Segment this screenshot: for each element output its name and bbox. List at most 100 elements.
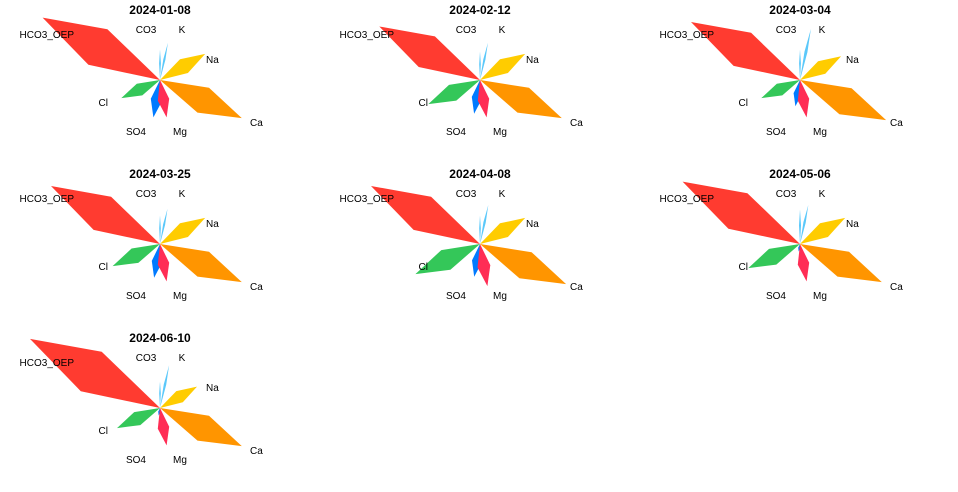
petal-Ca: [160, 80, 242, 119]
axis-label-HCO3_OEP: HCO3_OEP: [660, 194, 715, 205]
axis-label-HCO3_OEP: HCO3_OEP: [20, 358, 75, 369]
axis-label-Mg: Mg: [493, 127, 507, 138]
petal-K: [800, 28, 811, 80]
chart-title: 2024-03-04: [769, 3, 831, 17]
petal-Cl: [748, 244, 800, 269]
petal-Mg: [477, 80, 490, 118]
petal-Cl: [415, 244, 480, 275]
petal-Na: [480, 53, 526, 80]
axis-label-Ca: Ca: [250, 282, 263, 293]
axis-label-K: K: [179, 353, 186, 364]
petal-CO3: [479, 51, 481, 80]
axis-label-Ca: Ca: [570, 282, 583, 293]
axis-label-SO4: SO4: [446, 127, 466, 138]
chart-title: 2024-05-06: [769, 167, 831, 181]
axis-label-HCO3_OEP: HCO3_OEP: [660, 30, 715, 41]
petal-Cl: [117, 408, 160, 429]
axis-label-SO4: SO4: [126, 291, 146, 302]
petal-Na: [800, 56, 842, 80]
axis-label-SO4: SO4: [766, 291, 786, 302]
petal-Mg: [797, 244, 810, 282]
axis-label-CO3: CO3: [136, 353, 157, 364]
axis-label-Cl: Cl: [99, 426, 108, 437]
star-chart-2024-05-06: 2024-05-06 HCO3_OEP CO3 K Na Ca Mg SO4 Cl: [660, 167, 904, 302]
axis-label-HCO3_OEP: HCO3_OEP: [340, 194, 395, 205]
petal-CO3: [159, 215, 161, 244]
petal-CO3: [799, 49, 801, 80]
axis-label-K: K: [819, 25, 826, 36]
petal-Cl: [112, 244, 160, 267]
petal-Mg: [477, 244, 491, 287]
petal-K: [160, 208, 168, 244]
axis-label-K: K: [499, 189, 506, 200]
petal-Ca: [800, 80, 887, 121]
petal-Cl: [761, 80, 800, 99]
star-chart-2024-03-25: 2024-03-25 HCO3_OEP CO3 K Na Ca Mg SO4 Cl: [20, 167, 264, 302]
petal-K: [160, 365, 170, 408]
petal-HCO3_OEP: [42, 17, 160, 81]
petal-HCO3_OEP: [371, 186, 480, 244]
axis-label-Ca: Ca: [890, 282, 903, 293]
axis-label-HCO3_OEP: HCO3_OEP: [20, 194, 75, 205]
axis-label-SO4: SO4: [446, 291, 466, 302]
axis-label-Na: Na: [846, 219, 859, 230]
axis-label-CO3: CO3: [456, 189, 477, 200]
chart-title: 2024-04-08: [449, 167, 511, 181]
chart-title: 2024-06-10: [129, 331, 191, 345]
axis-label-Na: Na: [526, 55, 539, 66]
axis-label-Ca: Ca: [890, 118, 903, 129]
petal-Na: [160, 53, 206, 80]
petal-Cl: [121, 80, 160, 99]
axis-label-Mg: Mg: [173, 291, 187, 302]
petal-Cl: [428, 80, 480, 105]
axis-label-Ca: Ca: [250, 118, 263, 129]
petal-Ca: [800, 244, 882, 283]
petal-Ca: [480, 244, 567, 285]
axis-label-CO3: CO3: [456, 25, 477, 36]
axis-label-K: K: [499, 25, 506, 36]
petal-Na: [160, 217, 206, 244]
petal-Mg: [157, 408, 170, 446]
petal-Na: [480, 217, 526, 244]
axis-label-Na: Na: [846, 55, 859, 66]
petal-HCO3_OEP: [30, 338, 160, 408]
petal-Ca: [480, 80, 562, 119]
axis-label-Cl: Cl: [739, 98, 748, 109]
petal-Na: [800, 217, 846, 244]
axis-label-Cl: Cl: [99, 98, 108, 109]
axis-label-K: K: [179, 189, 186, 200]
star-chart-2024-03-04: 2024-03-04 HCO3_OEP CO3 K Na Ca Mg SO4 Cl: [660, 3, 904, 138]
axis-label-K: K: [819, 189, 826, 200]
axis-label-CO3: CO3: [776, 25, 797, 36]
chart-title: 2024-01-08: [129, 3, 191, 17]
axis-label-Na: Na: [526, 219, 539, 230]
axis-label-Mg: Mg: [173, 455, 187, 466]
axis-label-Ca: Ca: [250, 446, 263, 457]
petal-Na: [160, 386, 197, 408]
axis-label-K: K: [179, 25, 186, 36]
petal-HCO3_OEP: [379, 26, 480, 80]
axis-label-Na: Na: [206, 383, 219, 394]
chart-title: 2024-02-12: [449, 3, 511, 17]
petal-Mg: [797, 80, 810, 118]
petal-Ca: [160, 244, 242, 283]
axis-label-Cl: Cl: [739, 262, 748, 273]
petal-K: [160, 42, 168, 80]
petal-K: [480, 42, 488, 80]
star-chart-2024-02-12: 2024-02-12 HCO3_OEP CO3 K Na Ca Mg SO4 Cl: [340, 3, 584, 138]
petal-CO3: [159, 381, 161, 408]
petal-HCO3_OEP: [682, 181, 800, 244]
axis-label-SO4: SO4: [126, 455, 146, 466]
petal-Mg: [157, 244, 170, 282]
axis-label-Ca: Ca: [570, 118, 583, 129]
axis-label-CO3: CO3: [136, 25, 157, 36]
petal-Mg: [157, 80, 170, 118]
axis-label-Cl: Cl: [99, 262, 108, 273]
axis-label-Cl: Cl: [419, 98, 428, 109]
axis-label-CO3: CO3: [136, 189, 157, 200]
axis-label-SO4: SO4: [766, 127, 786, 138]
axis-label-Cl: Cl: [419, 262, 428, 273]
petal-K: [800, 205, 809, 244]
petal-K: [480, 205, 489, 244]
